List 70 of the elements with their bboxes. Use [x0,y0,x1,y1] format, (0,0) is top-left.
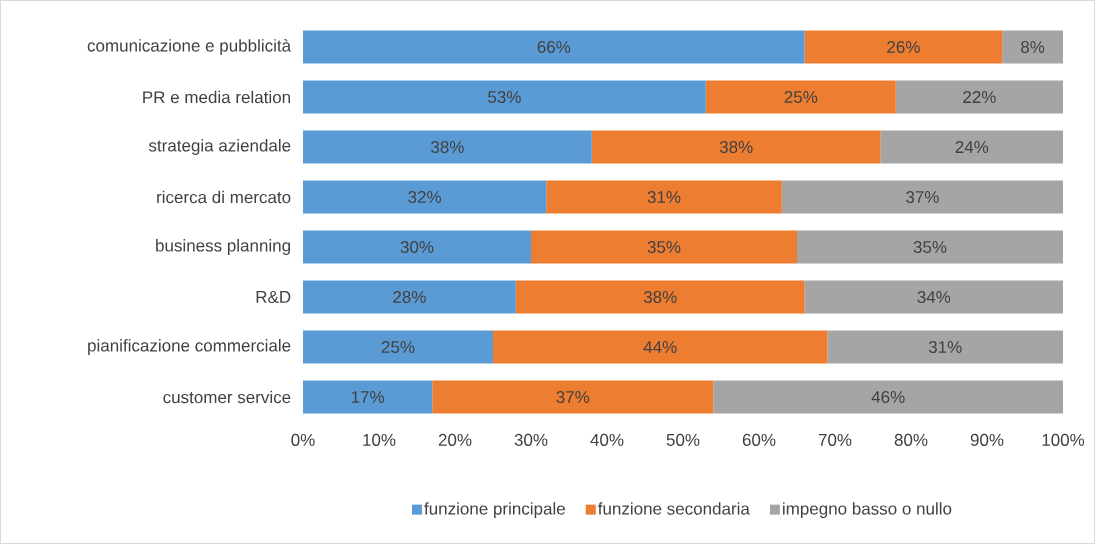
bar [303,130,592,164]
bar [531,230,798,264]
data-label: 38% [643,290,677,304]
data-label: 38% [719,140,753,154]
x-tick-label: 20% [438,433,472,446]
data-label: 24% [955,141,989,153]
y-tick-label: R&D [256,291,291,303]
y-tick-label: comunicazione e pubblicità [87,38,292,56]
data-label: 32% [408,190,441,204]
data-label: 30% [400,240,434,254]
data-label: 31% [928,340,962,354]
x-tick-label: 0% [291,433,315,446]
x-tick-label: 80% [894,433,928,446]
bar [705,80,896,114]
data-label: 53% [488,90,521,104]
legend-label: funzione principale [424,502,565,519]
bar [781,180,1064,214]
bar [303,30,805,64]
data-label: 66% [537,40,571,54]
bar [827,330,1064,364]
y-tick-label: strategia aziendale [148,139,291,155]
bar [546,180,782,214]
legend-label: funzione secondaria [597,502,750,515]
data-label: 46% [871,390,905,404]
y-tick-label: business planning [156,239,290,255]
bar [303,230,531,264]
x-tick-label: 90% [970,433,1004,446]
x-tick-label: 30% [514,433,548,446]
data-label: 37% [906,190,939,204]
bar [432,380,714,414]
bar [303,80,706,114]
data-label: 31% [647,190,681,204]
data-label: 25% [784,90,818,104]
bar [515,280,805,314]
x-tick-label: 10% [363,433,396,446]
data-label: 44% [643,341,677,353]
x-tick-label: 100% [1042,433,1085,446]
y-tick-label: ricerca di mercato [157,190,291,204]
data-label: 35% [913,240,947,254]
x-tick-label: 50% [666,433,700,446]
data-label: 17% [351,391,384,403]
data-label: 22% [963,91,996,103]
bar [303,180,547,214]
data-label: 35% [647,240,681,254]
bar [493,330,828,364]
bar [303,380,433,414]
x-tick-label: 40% [590,433,624,446]
y-tick-label: PR e media relation [143,90,290,104]
bar [713,380,1064,414]
x-tick-label: 70% [818,433,852,446]
bar [895,80,1064,114]
bar [880,130,1064,164]
y-tick-label: pianificazione commerciale [88,339,291,355]
bar [591,130,881,164]
bar [804,30,1003,64]
bar [804,280,1064,314]
data-label: 38% [431,140,464,154]
bar [303,280,516,314]
data-label: 8% [1021,40,1045,54]
data-label: 26% [887,40,920,54]
y-tick-label: customer service [163,390,291,404]
data-label: 25% [381,340,415,354]
data-label: 34% [917,290,951,304]
bar [1002,30,1064,64]
data-label: 37% [556,390,590,404]
bar [303,330,494,364]
x-tick-label: 60% [742,433,776,446]
data-label: 28% [393,290,426,304]
legend-label: impegno basso o nullo [783,502,952,519]
bar [797,230,1064,264]
